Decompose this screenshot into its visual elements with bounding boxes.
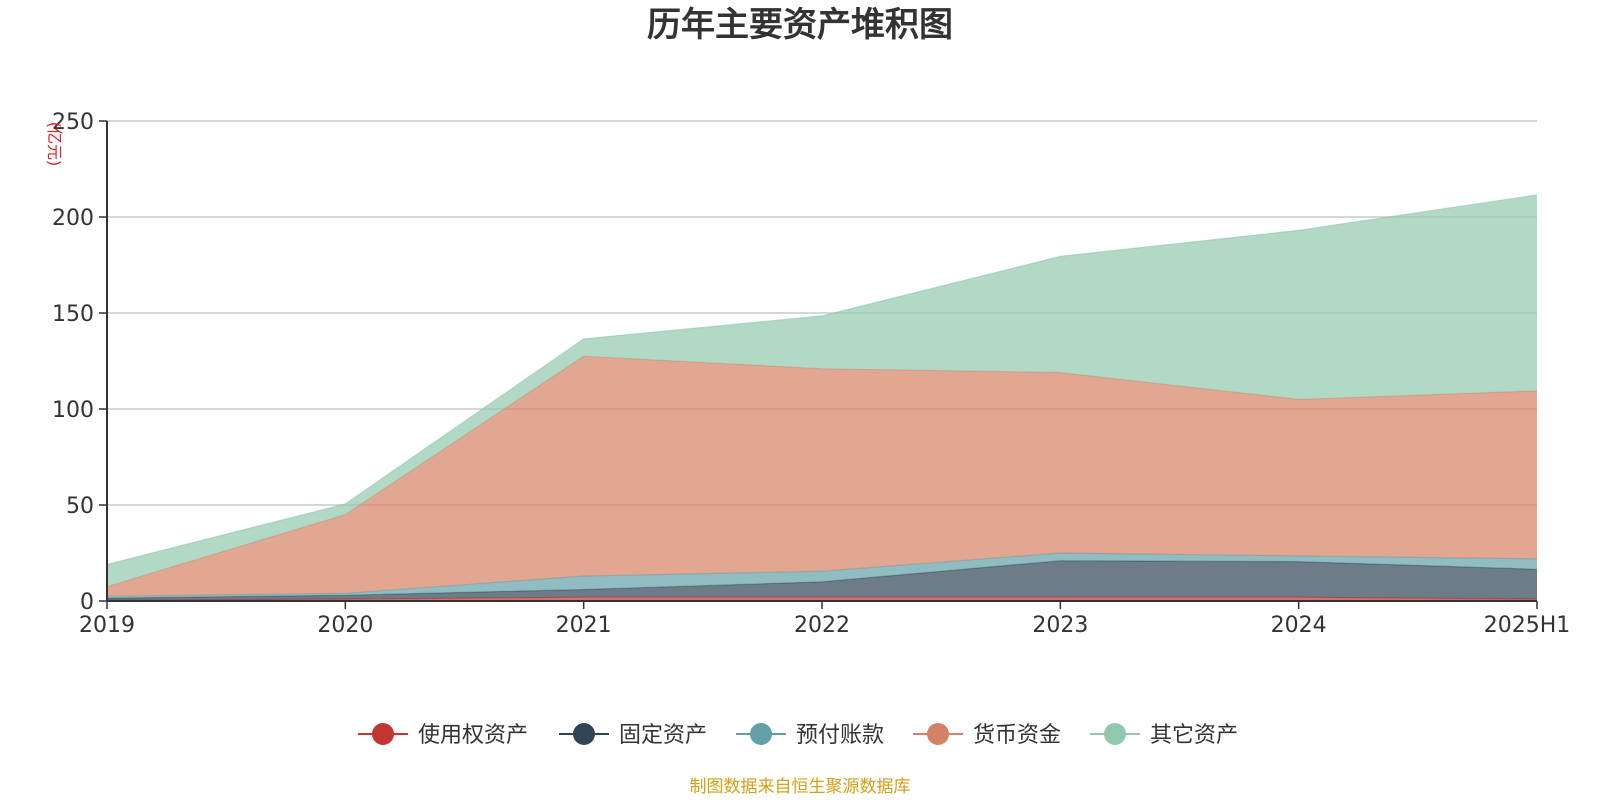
legend-label: 货币资金 (973, 723, 1061, 748)
area-series-1 (107, 560, 1537, 600)
x-tick-label: 2021 (556, 613, 612, 638)
axes: 0 50 100 150 200 250 2019 2020 2021 2022 2023 2024 2… (52, 110, 1570, 638)
legend-marker (573, 723, 595, 745)
legend-item-2: 预付账款 (736, 723, 884, 748)
y-tick-label: 0 (80, 590, 94, 615)
x-tick-label: 2023 (1032, 613, 1088, 638)
legend-label: 使用权资产 (418, 723, 528, 748)
area-series-3 (107, 356, 1537, 597)
legend-label: 其它资产 (1150, 723, 1238, 748)
legend-item-1: 固定资产 (559, 723, 707, 748)
y-tick-label: 250 (52, 110, 94, 135)
y-tick-label: 150 (52, 302, 94, 327)
legend: 使用权资产 固定资产 预付账款 货币资金 其它资产 (358, 723, 1238, 748)
legend-marker (927, 723, 949, 745)
y-axis-unit-label: (亿元) (45, 122, 64, 167)
legend-label: 固定资产 (619, 723, 707, 748)
series-line-4 (106, 194, 1538, 566)
x-tick-label: 2025H1 (1484, 613, 1571, 638)
legend-item-3: 货币资金 (913, 723, 1061, 748)
legend-item-4: 其它资产 (1090, 723, 1238, 748)
chart-title: 历年主要资产堆积图 (647, 5, 953, 45)
x-tick-label: 2022 (794, 613, 850, 638)
data-source-note: 制图数据来自恒生聚源数据库 (690, 777, 911, 797)
x-tick-label: 2020 (317, 613, 373, 638)
area-series-2 (107, 553, 1537, 599)
y-tick-label: 50 (66, 494, 94, 519)
area-series-4 (107, 194, 1537, 587)
x-tick-label: 2019 (79, 613, 135, 638)
legend-item-0: 使用权资产 (358, 723, 528, 748)
y-tick-label: 200 (52, 206, 94, 231)
legend-marker (750, 723, 772, 745)
legend-marker (1104, 723, 1126, 745)
y-tick-label: 100 (52, 398, 94, 423)
x-tick-label: 2024 (1271, 613, 1327, 638)
legend-marker (372, 723, 394, 745)
area-series (106, 194, 1538, 601)
legend-label: 预付账款 (796, 723, 884, 748)
